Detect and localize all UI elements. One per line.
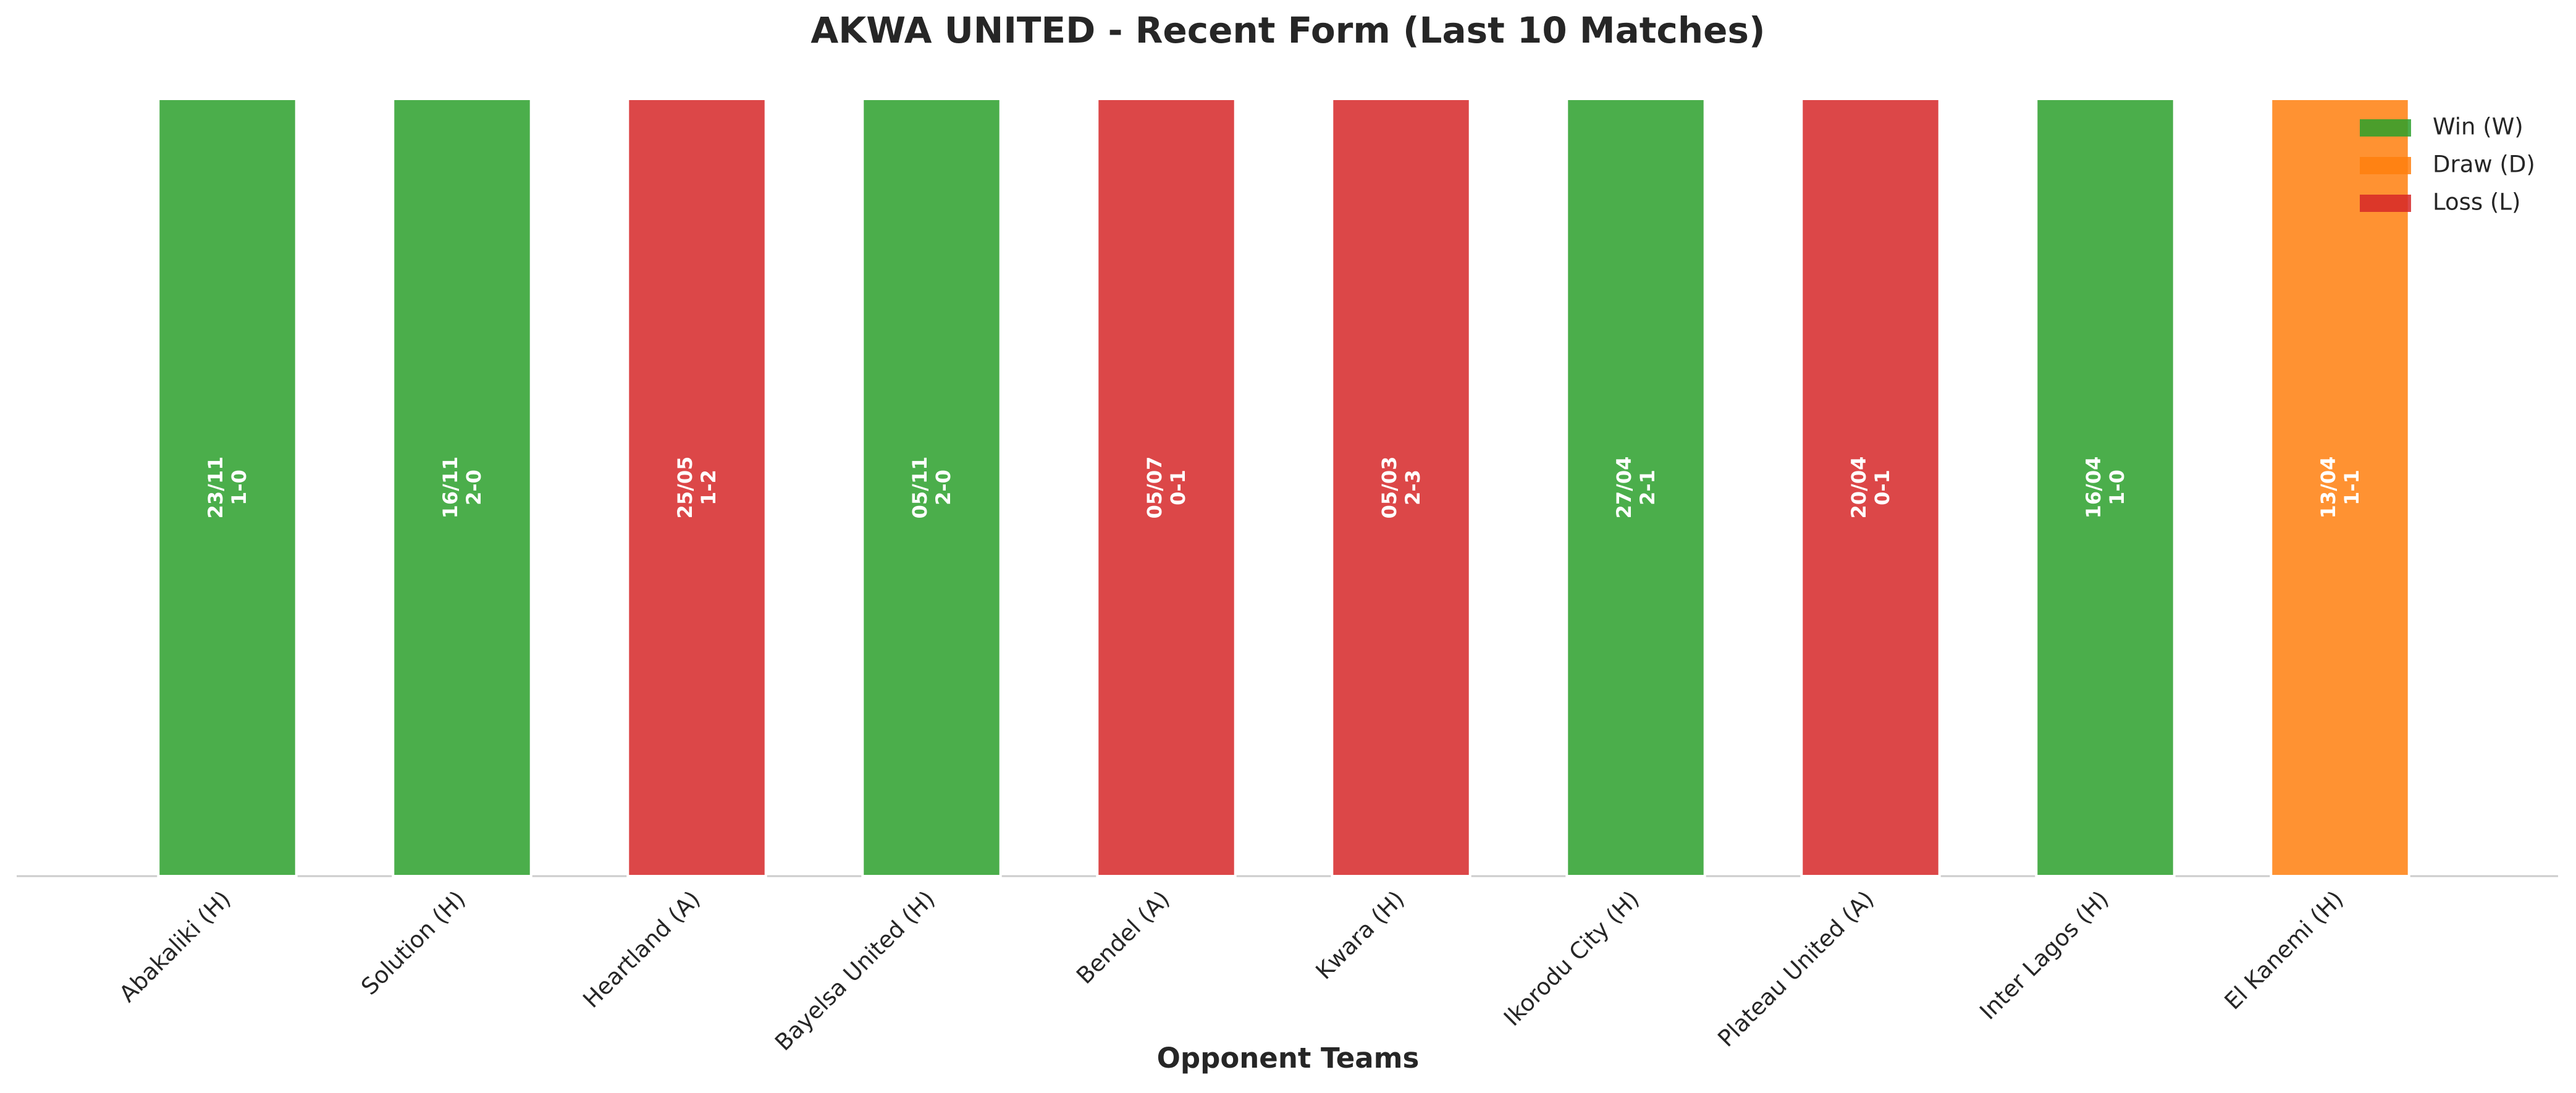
bar-label: 23/111-0 [204,457,251,519]
x-tick-label: Heartland (A) [578,885,705,1013]
bar-label: 25/051-2 [673,457,720,519]
bar [1331,98,1471,877]
x-axis-label: Opponent Teams [1157,1042,1420,1074]
legend-label: Win (W) [2433,114,2523,140]
legend-swatch [2360,157,2411,174]
match-score: 2-1 [1636,470,1659,505]
bar-label: 16/041-0 [2082,457,2129,519]
x-tick-label: El Kanemi (H) [2220,885,2349,1015]
match-score: 0-1 [1871,470,1894,505]
match-date: 05/11 [908,457,932,519]
match-score: 0-1 [1166,470,1190,505]
match-date: 05/07 [1143,457,1166,519]
match-score: 2-0 [932,470,955,505]
bar [2270,98,2410,877]
legend-label: Loss (L) [2433,189,2520,216]
chart-title: AKWA UNITED - Recent Form (Last 10 Match… [810,9,1765,51]
match-date: 16/11 [439,457,462,519]
bar-label: 27/042-1 [1612,457,1659,519]
match-score: 2-0 [462,470,486,505]
legend-label: Draw (D) [2433,151,2535,178]
match-score: 1-0 [227,470,251,505]
legend-swatch [2360,119,2411,137]
x-tick-label: Kwara (H) [1311,885,1410,984]
bar-label: 05/070-1 [1143,457,1190,519]
bar-label: 20/040-1 [1847,457,1894,519]
bar [626,98,767,877]
x-tick-label: Inter Lagos (H) [1974,885,2113,1024]
x-tick-label: Solution (H) [356,885,470,1000]
match-score: 1-1 [2340,470,2363,505]
bar [157,98,298,877]
bar-label: 13/041-1 [2317,457,2363,519]
bar-label: 05/112-0 [908,457,955,519]
match-date: 13/04 [2317,457,2340,519]
legend-swatch [2360,195,2411,212]
bar [2035,98,2176,877]
x-tick-label: Ikorodu City (H) [1499,885,1644,1031]
match-score: 1-2 [697,470,720,505]
x-tick-label: Abakaliki (H) [114,885,236,1007]
match-date: 05/03 [1378,457,1401,519]
bar [861,98,1002,877]
match-date: 27/04 [1612,457,1636,519]
match-score: 1-0 [2105,470,2129,505]
x-tick-label: Bayelsa United (H) [770,885,940,1056]
bar [1800,98,1941,877]
match-score: 2-3 [1401,470,1425,505]
bar [1096,98,1237,877]
match-date: 20/04 [1847,457,1871,519]
bar [1565,98,1706,877]
x-tick-label: Plateau United (A) [1712,885,1879,1052]
match-date: 25/05 [673,457,697,519]
bar-label: 16/112-0 [439,457,486,519]
bar-label: 05/032-3 [1378,457,1425,519]
match-date: 23/11 [204,457,227,519]
match-date: 16/04 [2082,457,2105,519]
bar [392,98,532,877]
x-tick-label: Bendel (A) [1071,885,1175,989]
